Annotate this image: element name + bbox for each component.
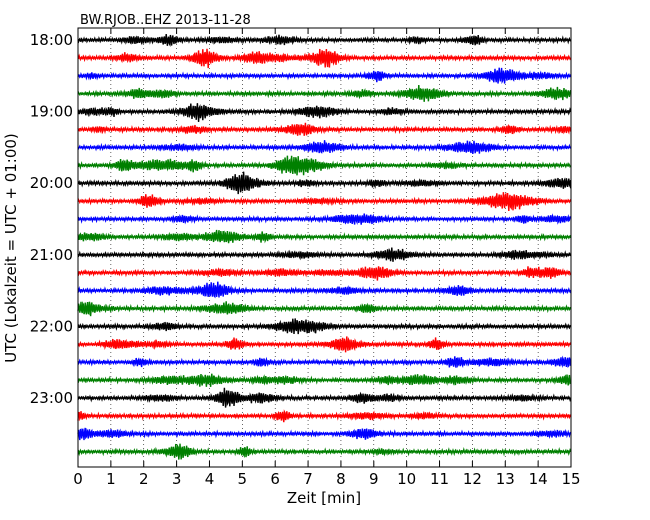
trace-line xyxy=(77,247,572,262)
y-tick-label: 20:00 xyxy=(30,174,73,192)
traces xyxy=(77,33,572,460)
x-tick-label: 6 xyxy=(270,470,280,488)
x-tick-label: 4 xyxy=(205,470,215,488)
trace-line xyxy=(77,103,572,122)
y-axis: 18:00 19:00 20:00 21:00 22:00 23:00 xyxy=(30,31,571,407)
trace-line xyxy=(77,281,572,299)
trace-line xyxy=(77,409,572,423)
x-tick-label: 15 xyxy=(561,470,580,488)
plot-frame xyxy=(77,27,572,468)
trace-line xyxy=(77,355,572,369)
trace-line xyxy=(77,213,572,225)
chart-title: BW.RJOB..EHZ 2013-11-28 xyxy=(80,13,251,28)
y-axis-label: UTC (Lokalzeit = UTC + 01:00) xyxy=(2,133,20,363)
x-axis: 0 1 2 3 4 5 6 7 8 9 10 11 12 13 14 15 xyxy=(73,28,581,488)
trace-line xyxy=(77,67,572,85)
y-tick-label: 19:00 xyxy=(30,103,73,121)
y-tick-label: 22:00 xyxy=(30,317,73,335)
trace-line xyxy=(77,373,572,387)
trace-line xyxy=(77,336,572,353)
trace-line xyxy=(77,387,572,408)
x-tick-label: 5 xyxy=(238,470,248,488)
x-tick-label: 3 xyxy=(172,470,182,488)
y-tick-label: 23:00 xyxy=(30,389,73,407)
trace-line xyxy=(77,318,571,335)
trace-line xyxy=(77,48,572,69)
trace-line xyxy=(77,155,572,176)
trace-line xyxy=(77,122,572,136)
trace-line xyxy=(77,427,572,441)
x-axis-label: Zeit [min] xyxy=(287,489,361,507)
trace-line xyxy=(77,192,572,211)
trace-line xyxy=(77,33,572,47)
trace-line xyxy=(77,85,572,102)
x-tick-label: 12 xyxy=(463,470,482,488)
y-tick-label: 21:00 xyxy=(30,246,73,264)
x-tick-label: 14 xyxy=(529,470,548,488)
trace-line xyxy=(77,140,572,154)
x-tick-label: 13 xyxy=(496,470,515,488)
trace-line xyxy=(77,301,572,317)
x-tick-label: 9 xyxy=(369,470,379,488)
x-tick-label: 11 xyxy=(430,470,449,488)
trace-line xyxy=(77,266,572,281)
trace-line xyxy=(77,443,572,460)
y-tick-label: 18:00 xyxy=(30,31,73,49)
trace-line xyxy=(77,229,572,244)
x-tick-label: 7 xyxy=(303,470,313,488)
x-tick-label: 8 xyxy=(336,470,346,488)
x-tick-label: 2 xyxy=(139,470,149,488)
x-tick-label: 1 xyxy=(106,470,116,488)
x-tick-label: 10 xyxy=(397,470,416,488)
x-tick-label: 0 xyxy=(73,470,83,488)
trace-line xyxy=(77,171,572,195)
